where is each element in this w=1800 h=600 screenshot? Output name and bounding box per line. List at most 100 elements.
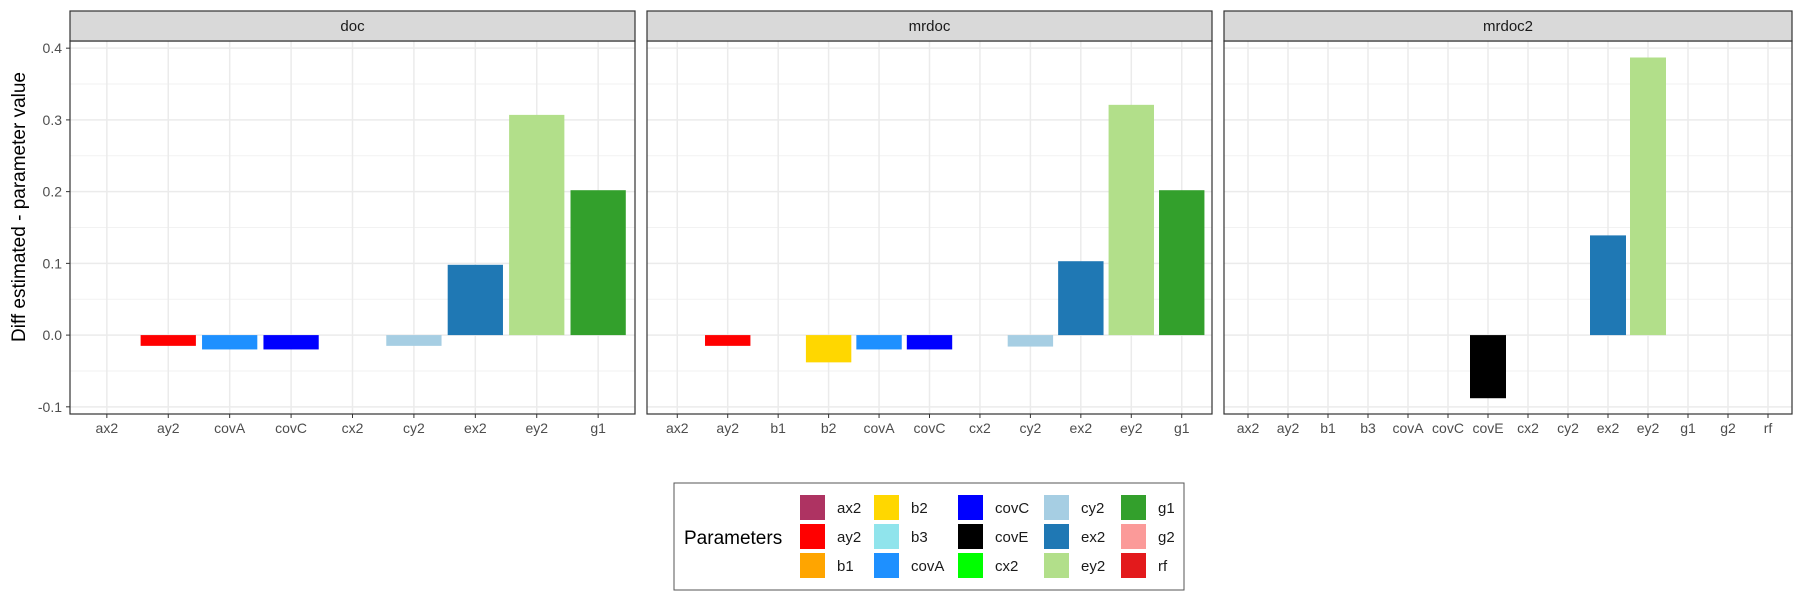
x-tick-label: ay2 — [157, 420, 180, 436]
legend-label: ey2 — [1081, 558, 1105, 575]
x-tick-label: ex2 — [1070, 420, 1093, 436]
legend-item-b3: b3 — [874, 524, 928, 549]
legend-key — [958, 553, 983, 578]
y-tick-label: 0.1 — [43, 255, 63, 271]
y-tick-label: 0.4 — [43, 40, 63, 56]
bar-covA — [856, 335, 902, 350]
legend-label: rf — [1158, 558, 1168, 575]
legend-item-g2: g2 — [1121, 524, 1175, 549]
legend-item-ey2: ey2 — [1044, 553, 1105, 578]
legend-key — [1121, 553, 1146, 578]
x-tick-label: g2 — [1720, 420, 1736, 436]
legend-label: ax2 — [837, 500, 861, 517]
x-tick-label: ey2 — [1637, 420, 1660, 436]
x-tick-label: cy2 — [1019, 420, 1041, 436]
x-tick-label: covC — [1432, 420, 1464, 436]
bar-g1 — [1159, 190, 1205, 336]
bar-ey2 — [1108, 104, 1154, 336]
x-tick-label: g1 — [1174, 420, 1190, 436]
bar-ex2 — [1058, 261, 1104, 336]
bar-g1 — [570, 190, 626, 336]
legend: Parameters ax2 ay2 b1 b2 b3 covA covC covE cx2 cy2… — [673, 482, 1185, 591]
panel-mrdoc: mrdoc ax2 ay2 b1 b2 covA covC cx2 cy2 ex2 ey2 g1 — [646, 10, 1213, 436]
bar-covE — [1470, 335, 1506, 399]
bar-ex2 — [447, 264, 503, 336]
legend-label: b1 — [837, 558, 854, 575]
bar-covC — [263, 335, 319, 350]
legend-label: cx2 — [995, 558, 1018, 575]
legend-key — [1044, 495, 1069, 520]
legend-label: covE — [995, 529, 1028, 546]
x-tick-label: ey2 — [525, 420, 548, 436]
y-tick-label: 0.3 — [43, 112, 63, 128]
legend-item-b1: b1 — [800, 553, 854, 578]
x-tick-label: g1 — [1680, 420, 1696, 436]
bar-covA — [202, 335, 258, 350]
x-tick-label: covC — [914, 420, 946, 436]
x-tick-label: b1 — [1320, 420, 1336, 436]
legend-item-rf: rf — [1121, 553, 1168, 578]
x-tick-label: ax2 — [666, 420, 689, 436]
y-axis-title: Diff estimated - parameter value — [9, 72, 30, 342]
strip-background — [1223, 10, 1793, 42]
legend-key — [874, 524, 899, 549]
legend-key — [874, 553, 899, 578]
x-tick-label: ax2 — [96, 420, 119, 436]
x-tick-label: ex2 — [1597, 420, 1620, 436]
strip-label: mrdoc — [909, 18, 951, 35]
legend-item-cy2: cy2 — [1044, 495, 1104, 520]
strip-background — [69, 10, 636, 42]
legend-title: Parameters — [684, 528, 782, 549]
x-tick-label: covA — [1392, 420, 1424, 436]
x-tick-label: covA — [214, 420, 246, 436]
legend-item-ay2: ay2 — [800, 524, 861, 549]
legend-label: b3 — [911, 529, 928, 546]
panels-layer: doc ax2 ay2 covA covC cx2 cy2 ex2 ey2 g1 mrdoc ax2 a… — [69, 10, 1793, 436]
x-tick-label: cy2 — [1557, 420, 1579, 436]
panel-doc: doc ax2 ay2 covA covC cx2 cy2 ex2 ey2 g1 — [69, 10, 636, 436]
x-tick-label: cy2 — [403, 420, 425, 436]
bar-cy2 — [1007, 335, 1054, 347]
y-tick-label: 0.2 — [43, 184, 63, 200]
x-tick-label: b1 — [770, 420, 786, 436]
x-tick-label: rf — [1764, 420, 1773, 436]
legend-item-g1: g1 — [1121, 495, 1175, 520]
legend-key — [1121, 524, 1146, 549]
x-tick-label: ay2 — [716, 420, 739, 436]
bar-ex2 — [1590, 235, 1626, 336]
legend-item-covC: covC — [958, 495, 1029, 520]
legend-label: b2 — [911, 500, 928, 517]
y-tick-label: 0.0 — [43, 327, 63, 343]
x-tick-label: covE — [1472, 420, 1503, 436]
legend-item-cx2: cx2 — [958, 553, 1018, 578]
bar-ey2 — [1630, 57, 1666, 336]
x-tick-label: b2 — [821, 420, 837, 436]
x-tick-label: b3 — [1360, 420, 1376, 436]
bar-ey2 — [509, 114, 565, 336]
strip-background — [646, 10, 1213, 42]
panel-mrdoc2: mrdoc2 ax2 ay2 b1 b3 covA covC covE cx2 cy2 ex2 ey2… — [1223, 10, 1793, 436]
legend-item-covE: covE — [958, 524, 1028, 549]
legend-key — [874, 495, 899, 520]
bar-cy2 — [386, 335, 442, 346]
strip-label: mrdoc2 — [1483, 18, 1533, 35]
x-tick-label: cx2 — [969, 420, 991, 436]
legend-key — [958, 524, 983, 549]
legend-label: ex2 — [1081, 529, 1105, 546]
legend-key — [1044, 553, 1069, 578]
legend-item-b2: b2 — [874, 495, 928, 520]
x-tick-label: ay2 — [1277, 420, 1300, 436]
legend-key — [800, 553, 825, 578]
legend-label: covA — [911, 558, 944, 575]
legend-item-ax2: ax2 — [800, 495, 861, 520]
legend-label: ay2 — [837, 529, 861, 546]
x-tick-label: covA — [863, 420, 895, 436]
x-tick-label: ey2 — [1120, 420, 1143, 436]
legend-item-covA: covA — [874, 553, 944, 578]
legend-key — [800, 495, 825, 520]
x-tick-label: g1 — [590, 420, 606, 436]
y-tick-label: -0.1 — [38, 399, 62, 415]
legend-label: covC — [995, 500, 1029, 517]
legend-key — [1121, 495, 1146, 520]
